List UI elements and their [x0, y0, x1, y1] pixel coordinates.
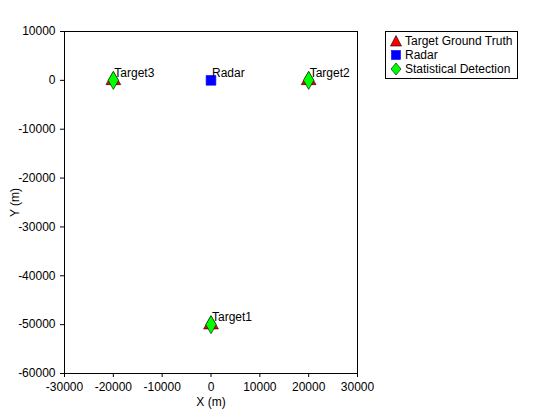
svg-text:-60000: -60000 — [18, 366, 56, 380]
svg-text:10000: 10000 — [22, 24, 56, 38]
svg-text:-30000: -30000 — [18, 220, 56, 234]
svg-text:-10000: -10000 — [18, 122, 56, 136]
svg-text:Y (m): Y (m) — [8, 188, 22, 217]
html-text:Target Ground Truth: Target Ground Truth — [405, 34, 513, 48]
svg-text:-10000: -10000 — [143, 380, 181, 394]
svg-text:Target2: Target2 — [310, 66, 350, 80]
svg-text:Target1: Target1 — [212, 310, 252, 324]
html-text:Statistical Detection: Statistical Detection — [405, 62, 511, 76]
svg-text:0: 0 — [49, 73, 56, 87]
svg-text:20000: 20000 — [292, 380, 326, 394]
svg-text:-50000: -50000 — [18, 317, 56, 331]
svg-text:Target3: Target3 — [114, 66, 154, 80]
svg-text:-20000: -20000 — [18, 171, 56, 185]
svg-text:-30000: -30000 — [46, 380, 84, 394]
svg-text:Radar: Radar — [212, 66, 245, 80]
svg-text:-20000: -20000 — [95, 380, 133, 394]
svg-text:10000: 10000 — [243, 380, 277, 394]
svg-text:X (m): X (m) — [196, 395, 225, 409]
svg-text:30000: 30000 — [341, 380, 375, 394]
html-text:Radar: Radar — [405, 48, 438, 62]
svg-text:0: 0 — [208, 380, 215, 394]
svg-text:-40000: -40000 — [18, 269, 56, 283]
